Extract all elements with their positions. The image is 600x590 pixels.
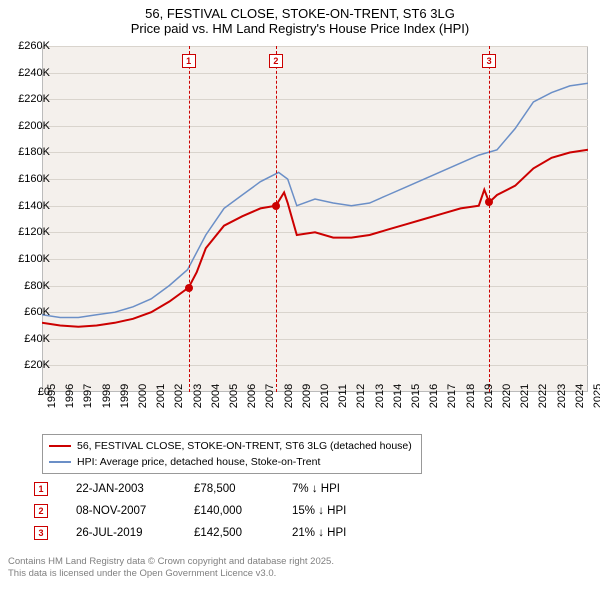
x-axis-tick-label: 1999 (119, 384, 131, 408)
event-marker-line (489, 46, 490, 392)
chart-container: 56, FESTIVAL CLOSE, STOKE-ON-TRENT, ST6 … (0, 0, 600, 590)
legend-swatch (49, 461, 71, 463)
x-axis-tick-label: 2006 (246, 384, 258, 408)
event-delta: 21% ↓ HPI (292, 527, 372, 539)
x-axis-tick-label: 2024 (574, 384, 586, 408)
x-axis-tick-label: 1997 (82, 384, 94, 408)
event-marker-dot (185, 284, 193, 292)
x-axis-tick-label: 2017 (446, 384, 458, 408)
event-delta: 15% ↓ HPI (292, 505, 372, 517)
x-axis-tick-label: 2023 (556, 384, 568, 408)
event-marker-label: 1 (182, 54, 196, 68)
y-axis-tick-label: £160K (18, 173, 50, 185)
event-marker-label: 3 (482, 54, 496, 68)
x-axis-tick-label: 2002 (173, 384, 185, 408)
event-price: £142,500 (194, 527, 264, 539)
event-marker-line (189, 46, 190, 392)
event-row: 1 22-JAN-2003 £78,500 7% ↓ HPI (34, 478, 372, 500)
event-marker-line (276, 46, 277, 392)
footer-line1: Contains HM Land Registry data © Crown c… (8, 556, 334, 568)
x-axis-tick-label: 2016 (428, 384, 440, 408)
legend-swatch (49, 445, 71, 447)
y-axis-tick-label: £220K (18, 93, 50, 105)
event-date: 22-JAN-2003 (76, 483, 166, 495)
y-axis-tick-label: £180K (18, 146, 50, 158)
title-address: 56, FESTIVAL CLOSE, STOKE-ON-TRENT, ST6 … (10, 6, 590, 21)
event-row-marker: 3 (34, 526, 48, 540)
event-marker-dot (485, 198, 493, 206)
title-subtitle: Price paid vs. HM Land Registry's House … (10, 21, 590, 36)
x-axis-tick-label: 2005 (228, 384, 240, 408)
x-axis-tick-label: 2000 (137, 384, 149, 408)
x-axis-tick-label: 2019 (483, 384, 495, 408)
footer-line2: This data is licensed under the Open Gov… (8, 568, 334, 580)
event-date: 08-NOV-2007 (76, 505, 166, 517)
x-axis-tick-label: 2013 (374, 384, 386, 408)
x-axis-tick-label: 2001 (155, 384, 167, 408)
y-axis-tick-label: £260K (18, 40, 50, 52)
event-marker-label: 2 (269, 54, 283, 68)
x-axis-tick-label: 2025 (592, 384, 600, 408)
x-axis-tick-label: 2010 (319, 384, 331, 408)
chart-title: 56, FESTIVAL CLOSE, STOKE-ON-TRENT, ST6 … (0, 0, 600, 38)
y-axis-tick-label: £40K (24, 333, 50, 345)
x-axis-tick-label: 2003 (192, 384, 204, 408)
event-delta: 7% ↓ HPI (292, 483, 372, 495)
legend-item: 56, FESTIVAL CLOSE, STOKE-ON-TRENT, ST6 … (49, 438, 415, 454)
x-axis-tick-label: 2011 (337, 384, 349, 408)
event-marker-dot (272, 202, 280, 210)
x-axis-tick-label: 1998 (101, 384, 113, 408)
event-row: 3 26-JUL-2019 £142,500 21% ↓ HPI (34, 522, 372, 544)
y-axis-tick-label: £200K (18, 120, 50, 132)
event-row-marker: 2 (34, 504, 48, 518)
event-price: £140,000 (194, 505, 264, 517)
x-axis-tick-label: 2009 (301, 384, 313, 408)
y-axis-tick-label: £140K (18, 200, 50, 212)
chart-lines (42, 46, 588, 392)
event-table: 1 22-JAN-2003 £78,500 7% ↓ HPI 2 08-NOV-2007 £… (34, 478, 372, 544)
legend: 56, FESTIVAL CLOSE, STOKE-ON-TRENT, ST6 … (42, 434, 422, 474)
plot-area: 1 2 3 (42, 46, 588, 392)
event-row: 2 08-NOV-2007 £140,000 15% ↓ HPI (34, 500, 372, 522)
footer-attribution: Contains HM Land Registry data © Crown c… (8, 556, 334, 580)
y-axis-tick-label: £80K (24, 280, 50, 292)
event-date: 26-JUL-2019 (76, 527, 166, 539)
y-axis-tick-label: £120K (18, 226, 50, 238)
event-price: £78,500 (194, 483, 264, 495)
series-line (42, 150, 588, 327)
y-axis-tick-label: £100K (18, 253, 50, 265)
x-axis-tick-label: 2021 (519, 384, 531, 408)
x-axis-tick-label: 2020 (501, 384, 513, 408)
series-line (42, 83, 588, 317)
legend-label: HPI: Average price, detached house, Stok… (77, 456, 320, 468)
event-row-marker: 1 (34, 482, 48, 496)
x-axis-tick-label: 2015 (410, 384, 422, 408)
x-axis-tick-label: 2008 (283, 384, 295, 408)
x-axis-tick-label: 2004 (210, 384, 222, 408)
x-axis-tick-label: 1996 (64, 384, 76, 408)
y-axis-tick-label: £20K (24, 359, 50, 371)
x-axis-tick-label: 1995 (46, 384, 58, 408)
x-axis-tick-label: 2014 (392, 384, 404, 408)
legend-item: HPI: Average price, detached house, Stok… (49, 454, 415, 470)
y-axis-tick-label: £240K (18, 67, 50, 79)
x-axis-tick-label: 2022 (537, 384, 549, 408)
x-axis-tick-label: 2018 (465, 384, 477, 408)
x-axis-tick-label: 2007 (264, 384, 276, 408)
y-axis-tick-label: £60K (24, 306, 50, 318)
x-axis-tick-label: 2012 (355, 384, 367, 408)
legend-label: 56, FESTIVAL CLOSE, STOKE-ON-TRENT, ST6 … (77, 440, 412, 452)
